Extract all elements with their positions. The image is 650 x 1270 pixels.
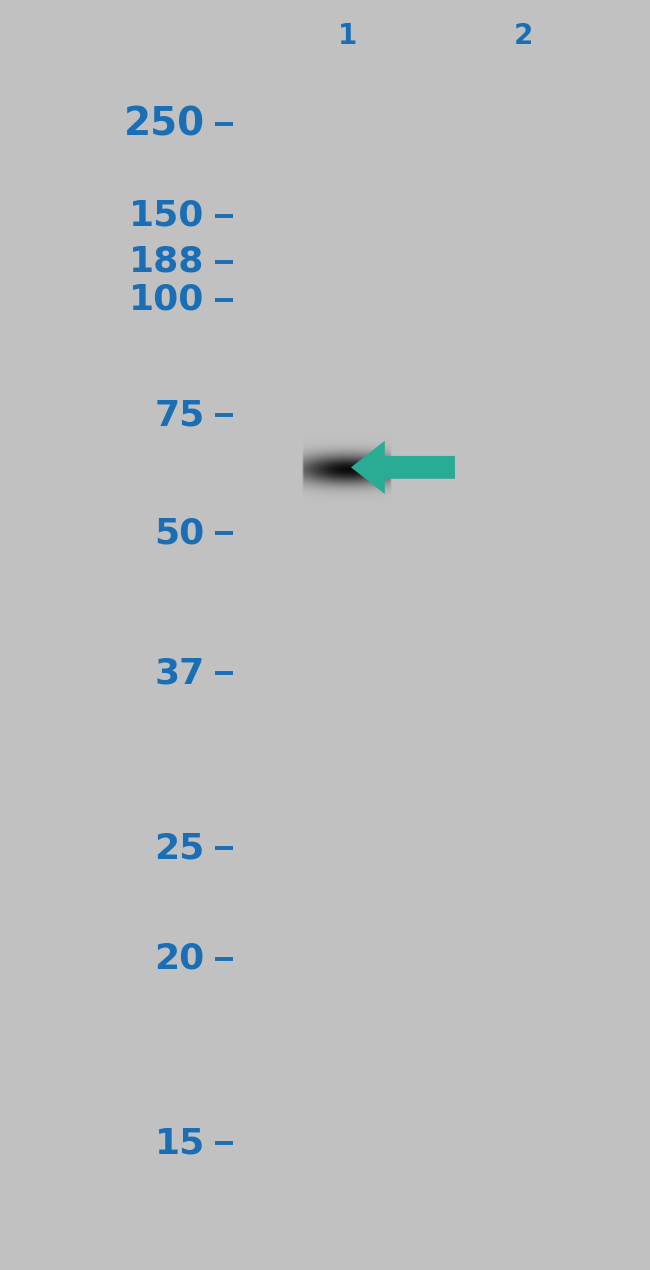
Text: 75: 75	[155, 399, 205, 432]
FancyArrow shape	[351, 441, 455, 494]
Text: 15: 15	[155, 1126, 205, 1160]
Text: 100: 100	[129, 283, 205, 316]
Text: 50: 50	[155, 517, 205, 550]
Bar	[480, 70, 567, 1251]
Text: 250: 250	[124, 105, 205, 144]
Text: 25: 25	[155, 832, 205, 865]
Text: 2: 2	[514, 22, 533, 50]
Text: 37: 37	[155, 657, 205, 690]
Text: 20: 20	[155, 942, 205, 975]
Text: 188: 188	[129, 245, 205, 278]
Text: 150: 150	[129, 199, 205, 232]
Bar	[304, 70, 391, 1251]
Text: 1: 1	[338, 22, 358, 50]
